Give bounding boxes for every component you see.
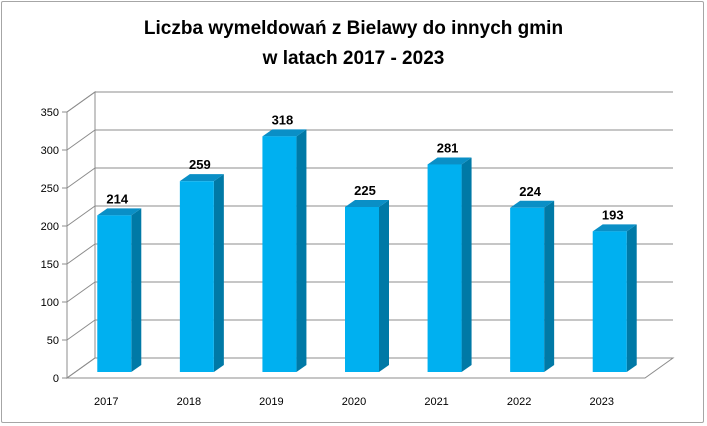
bar-front [97,215,132,372]
bar [510,200,555,372]
y-tick-label: 150 [41,259,59,271]
bar-front [179,181,214,372]
y-tick-label: 200 [41,221,59,233]
bar-top [262,129,307,137]
bar-top [97,208,142,216]
x-tick-label: 2019 [259,396,283,408]
data-label: 259 [189,157,211,172]
bar-side [626,224,637,372]
y-tick-label: 350 [41,107,59,119]
x-tick-label: 2020 [342,396,366,408]
gridline [66,91,673,113]
gridline [66,281,673,303]
data-label: 281 [437,140,459,155]
labels-layer: 214 2017 259 2018 318 2019 225 2020 281 2021 224 20… [94,112,624,408]
data-label: 318 [272,112,294,127]
x-tick-label: 2017 [94,396,118,408]
bar [345,200,389,372]
y-tick-label: 100 [41,297,59,309]
bar-top [179,174,224,182]
chart-title-line-2: w latach 2017 - 2023 [262,48,445,69]
x-tick-label: 2018 [177,396,201,408]
bars-layer [97,129,637,372]
bar-front [427,164,462,372]
side-wall [66,91,96,379]
bar-front [592,231,627,372]
gridline [66,357,673,379]
bar-side [296,129,307,372]
bar-side [379,200,389,372]
bar-front [510,207,545,372]
bar-side [544,200,555,372]
y-tick-label: 250 [41,183,59,195]
bar-front [345,207,379,372]
data-label: 214 [106,191,128,206]
y-tick-label: 50 [47,335,59,347]
y-tick-label: 300 [41,145,59,157]
bar-top [345,200,389,207]
bar-top [427,157,472,165]
gridline [66,129,673,151]
axis-layer: 0 50 100 150 200 250 300 350 [41,107,68,385]
chart-title: Liczba wymeldowań z Bielawy do innych gm… [0,14,707,74]
x-tick-label: 2022 [507,396,531,408]
gridline [66,205,673,227]
y-tick-label: 0 [53,373,59,385]
bar-top [592,224,637,232]
gridline [66,243,673,265]
chart-title-line-1: Liczba wymeldowań z Bielawy do innych gm… [143,18,564,39]
bar [427,157,472,372]
bar-side [461,157,472,372]
bar-top [510,200,555,208]
bar [592,224,637,372]
bar [262,129,307,372]
bar-front [262,136,297,372]
bar [179,174,224,372]
data-label: 224 [519,184,541,199]
bar-side [213,174,224,372]
bar-side [131,208,142,372]
bar [97,208,142,372]
x-tick-label: 2023 [589,396,613,408]
gridline [66,167,673,189]
data-label: 193 [602,207,624,222]
data-label: 225 [354,183,376,198]
x-tick-label: 2021 [424,396,448,408]
gridline [66,319,673,341]
